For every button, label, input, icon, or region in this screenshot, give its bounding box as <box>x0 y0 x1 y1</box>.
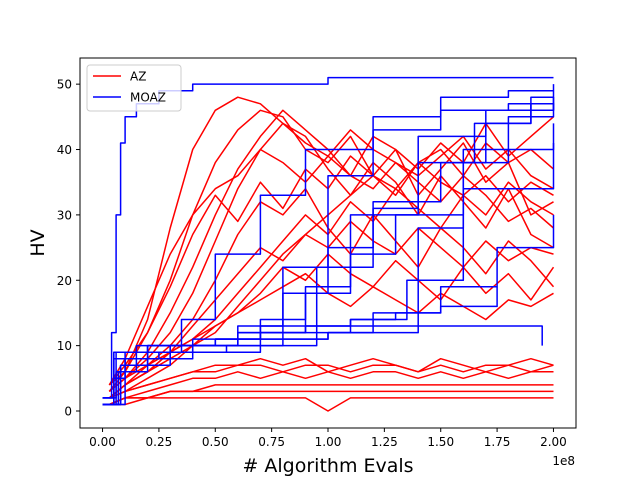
x-tick-label: 0.00 <box>89 435 116 449</box>
y-tick-label: 50 <box>57 78 72 92</box>
x-tick-label: 0.50 <box>202 435 229 449</box>
y-tick-label: 40 <box>57 143 72 157</box>
series-az-run-17 <box>109 364 554 399</box>
series-az-run-18 <box>109 390 554 406</box>
x-axis-label: # Algorithm Evals <box>242 455 413 477</box>
x-tick-label: 1.25 <box>371 435 398 449</box>
series-az-run-1 <box>108 109 554 386</box>
x-axis-ticks: 0.00 0.25 0.50 0.75 1.00 1.25 1.50 1.75 2.00 <box>89 428 567 449</box>
series-layer <box>102 76 555 412</box>
legend-label-az: AZ <box>130 70 146 84</box>
x-tick-label: 1.50 <box>427 435 454 449</box>
series-az-run-16 <box>109 397 554 412</box>
series-az-run-2 <box>108 122 554 392</box>
x-axis-offset-label: 1e8 <box>552 454 575 468</box>
y-tick-label: 10 <box>57 339 72 353</box>
legend: AZ MOAZ <box>86 64 182 112</box>
series-moaz-run-11 <box>102 97 555 406</box>
legend-label-moaz: MOAZ <box>130 91 166 105</box>
y-tick-label: 20 <box>57 274 72 288</box>
series-az-run-14 <box>109 371 554 406</box>
x-tick-label: 1.75 <box>484 435 511 449</box>
series-moaz-run-12 <box>102 103 555 406</box>
y-axis-ticks: 0 10 20 30 40 50 <box>57 78 80 419</box>
x-tick-label: 0.75 <box>258 435 285 449</box>
y-axis-label: HV <box>27 229 49 256</box>
x-tick-label: 1.00 <box>315 435 342 449</box>
y-tick-label: 0 <box>64 405 72 419</box>
x-tick-label: 2.00 <box>540 435 567 449</box>
y-tick-label: 30 <box>57 208 72 222</box>
x-tick-label: 0.25 <box>146 435 173 449</box>
